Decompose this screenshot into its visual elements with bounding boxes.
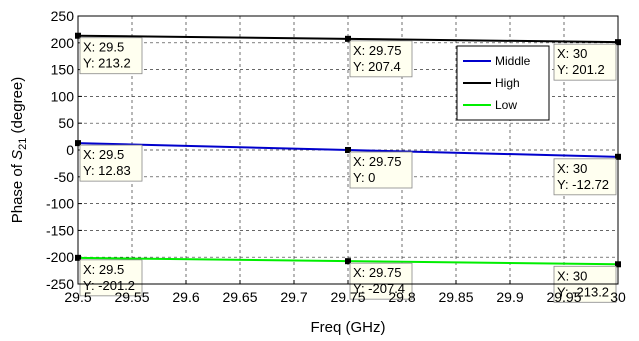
x-tick-label: 29.7 <box>280 289 307 305</box>
x-tick-label: 29.8 <box>388 289 415 305</box>
y-tick-label: 150 <box>51 62 75 78</box>
datatip-marker <box>345 258 351 265</box>
datatip-y-text: Y: -12.72 <box>557 177 609 192</box>
x-tick-label: 29.85 <box>438 289 473 305</box>
x-tick-label: 30 <box>610 289 626 305</box>
datatip-y-text: Y: -207.4 <box>353 281 405 296</box>
datatip-y-text: Y: -213.2 <box>557 284 609 299</box>
datatip-x-text: X: 29.5 <box>83 147 124 162</box>
legend-label-middle: Middle <box>495 54 531 68</box>
x-tick-label: 29.95 <box>546 289 581 305</box>
datatip-box <box>79 259 143 297</box>
x-tick-label: 29.65 <box>222 289 257 305</box>
y-tick-label: 200 <box>51 35 75 51</box>
x-tick-label: 29.5 <box>64 289 91 305</box>
datatip-x-text: X: 29.5 <box>83 262 124 277</box>
legend-label-low: Low <box>495 98 517 112</box>
x-tick-labels: 29.5 29.55 29.6 29.65 29.7 29.75 29.8 29.85 29.9… <box>64 289 626 305</box>
datatip-x-text: X: 29.5 <box>83 40 124 55</box>
datatip-marker <box>345 35 351 42</box>
y-tick-label: -50 <box>54 169 74 185</box>
datatip-x-text: X: 30 <box>557 46 587 61</box>
datatip-box <box>79 37 143 75</box>
datatip-box <box>553 43 617 81</box>
data-tips: X: 29.5Y: 213.2X: 29.75Y: 207.4X: 30Y: 2… <box>75 32 621 303</box>
datatip-x-text: X: 30 <box>557 268 587 283</box>
legend-label-high: High <box>495 76 520 90</box>
y-tick-label: -100 <box>46 196 74 212</box>
datatip-x-text: X: 29.75 <box>353 265 401 280</box>
datatip-y-text: Y: 207.4 <box>353 59 401 74</box>
datatip-box <box>553 158 617 196</box>
datatip-box <box>349 262 413 300</box>
y-tick-label: 250 <box>51 8 75 24</box>
datatip-y-text: Y: 0 <box>353 170 375 185</box>
datatip-x-text: X: 29.75 <box>353 43 401 58</box>
y-tick-labels: 250 200 150 100 50 0 -50 -100 -150 -200 -250 <box>46 8 74 292</box>
y-tick-label: -200 <box>46 249 74 265</box>
x-tick-label: 29.9 <box>496 289 523 305</box>
x-tick-label: 29.55 <box>114 289 149 305</box>
datatip-y-text: Y: 12.83 <box>83 163 131 178</box>
y-tick-label: 100 <box>51 88 75 104</box>
datatip-y-text: Y: 213.2 <box>83 56 131 71</box>
datatip-box <box>79 144 143 182</box>
y-axis-label: Phase of S21 (degree) <box>9 77 29 224</box>
y-tick-label: -150 <box>46 222 74 238</box>
datatip-y-text: Y: 201.2 <box>557 62 605 77</box>
legend: Middle High Low <box>456 45 550 121</box>
x-tick-label: 29.75 <box>330 289 365 305</box>
datatip-x-text: X: 30 <box>557 161 587 176</box>
datatip-y-text: Y: -201.2 <box>83 278 135 293</box>
x-axis-label: Freq (GHz) <box>311 319 386 336</box>
x-tick-label: 29.6 <box>172 289 199 305</box>
y-tick-label: 0 <box>66 142 74 158</box>
datatip-marker <box>345 147 351 153</box>
datatip-box <box>349 151 413 189</box>
plot-frame <box>77 15 619 285</box>
datatip-x-text: X: 29.75 <box>353 154 401 169</box>
y-tick-label: 50 <box>58 115 74 131</box>
datatip-box <box>349 40 413 78</box>
y-tick-label: -250 <box>46 276 74 292</box>
